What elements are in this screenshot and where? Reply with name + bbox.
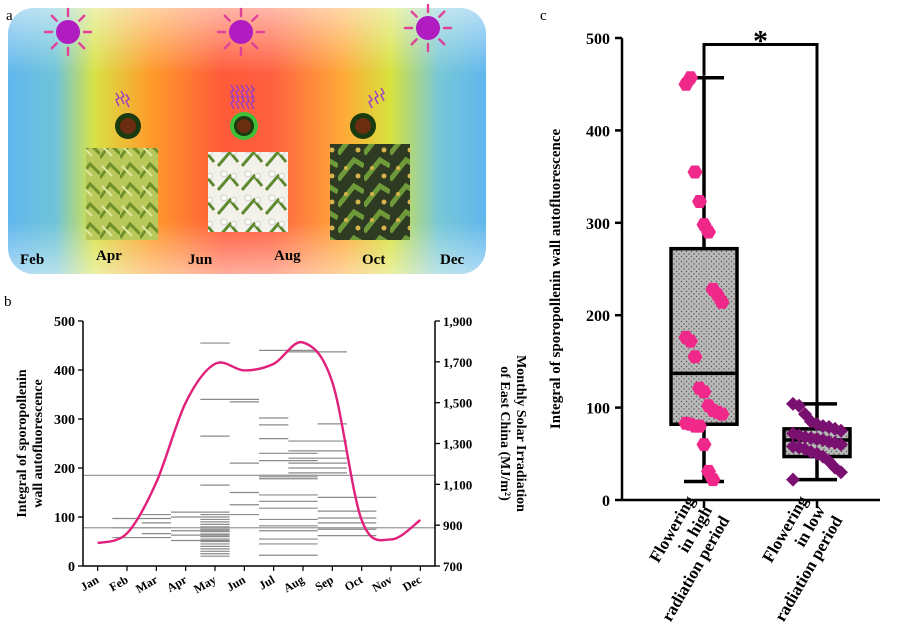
y-right-tick-label: 1,300 — [443, 437, 472, 452]
y-right-tick-label: 900 — [443, 518, 463, 533]
x-tick-label: Jan — [78, 572, 101, 594]
data-point — [696, 385, 712, 399]
x-tick-label: Jun — [224, 572, 248, 594]
y-tick-label: 300 — [54, 413, 75, 428]
bolt-icon — [230, 84, 255, 110]
y-right-tick-label: 1,500 — [443, 396, 472, 411]
month-label-oct: Oct — [362, 252, 385, 268]
month-label-dec: Dec — [440, 252, 464, 268]
panel-c-label: c — [540, 8, 547, 24]
y-right-tick-label: 1,100 — [443, 477, 472, 492]
data-point — [834, 423, 848, 438]
y-right-tick-label: 700 — [443, 559, 463, 574]
sun-icons — [43, 3, 453, 57]
y-tick-label: 100 — [54, 511, 75, 526]
bolt-icon — [368, 87, 385, 109]
y-right-axis-label: Monthly Solar Irradiationof East China (… — [497, 355, 528, 512]
box-group-1: Floweringin highradiation period — [623, 71, 739, 625]
month-label-jun: Jun — [188, 252, 213, 268]
y-axis-label: Integral of sporopolleninwall autofluore… — [15, 369, 46, 518]
data-point — [834, 437, 848, 452]
x-tick-label: Jul — [256, 572, 277, 592]
y-tick-label: 100 — [586, 401, 610, 418]
sun-icon — [216, 7, 266, 57]
pollen-grain-icon — [350, 113, 376, 139]
irradiation-line — [97, 341, 422, 545]
y-tick-label: 200 — [54, 462, 75, 477]
data-point — [687, 165, 703, 179]
x-tick-label: Feb — [107, 572, 131, 594]
y-tick-label: 500 — [54, 315, 75, 330]
data-point — [786, 472, 800, 487]
panel-a-label: a — [6, 8, 13, 24]
panel-b-label: b — [4, 294, 12, 310]
data-point — [692, 419, 707, 433]
month-label-apr: Apr — [96, 248, 122, 264]
x-tick-label: Oct — [342, 572, 365, 593]
y-tick-label: 300 — [586, 216, 610, 233]
data-point — [687, 350, 703, 364]
y-tick-label: 0 — [602, 493, 610, 510]
data-point — [714, 295, 730, 309]
x-tick-label: Aug — [281, 572, 306, 595]
x-category-label: Floweringin highradiation period — [623, 492, 734, 625]
month-label-feb: Feb — [20, 252, 44, 268]
bolt-icon — [115, 90, 130, 108]
plant-photo-summer — [208, 152, 288, 232]
x-tick-label: Apr — [164, 572, 189, 595]
month-label-aug: Aug — [274, 248, 301, 264]
x-tick-label: Mar — [133, 572, 160, 596]
significance-star: * — [753, 24, 768, 57]
y-tick-label: 400 — [54, 364, 75, 379]
plant-photo-spring — [86, 148, 158, 240]
data-point — [701, 225, 716, 239]
data-point — [834, 465, 848, 480]
x-category-label: Floweringin lowradiation period — [736, 492, 847, 625]
x-tick-label: May — [191, 572, 218, 596]
y-right-tick-label: 1,700 — [443, 355, 472, 370]
data-point — [696, 438, 712, 452]
sun-icon — [403, 3, 453, 53]
data-point — [705, 473, 721, 487]
plant-photo-autumn — [330, 144, 410, 240]
data-point — [692, 195, 707, 209]
data-point — [714, 407, 730, 421]
y-tick-label: 500 — [586, 31, 610, 48]
panel-a: a Feb Apr Jun Aug Oct Dec — [6, 3, 486, 274]
y-tick-label: 400 — [586, 123, 610, 140]
data-point — [683, 334, 698, 348]
y-tick-label: 0 — [68, 560, 75, 575]
x-tick-label: Sep — [313, 572, 336, 594]
significance-bracket — [702, 42, 819, 404]
sun-icon — [43, 7, 93, 57]
x-tick-label: Nov — [370, 572, 395, 594]
box-group-2: Floweringin lowradiation period — [736, 396, 852, 625]
pollen-grain-icon — [115, 113, 141, 139]
y-tick-label: 200 — [586, 308, 610, 325]
data-point — [792, 398, 806, 413]
y-right-tick-label: 1,900 — [443, 314, 472, 329]
pollen-grain-icon — [230, 112, 258, 140]
data-point — [683, 71, 698, 85]
panel-b: b 0 100 200 300 400 500 700 900 1,100 1,300 1,500 1… — [4, 294, 528, 596]
x-tick-label: Dec — [400, 572, 424, 594]
sample-bars — [112, 342, 377, 557]
y-axis-label: Integral of sporopollenin wall autofluor… — [548, 129, 564, 430]
panel-c: c 0 100 200 300 400 500 Integral of sporopolle… — [540, 8, 880, 625]
